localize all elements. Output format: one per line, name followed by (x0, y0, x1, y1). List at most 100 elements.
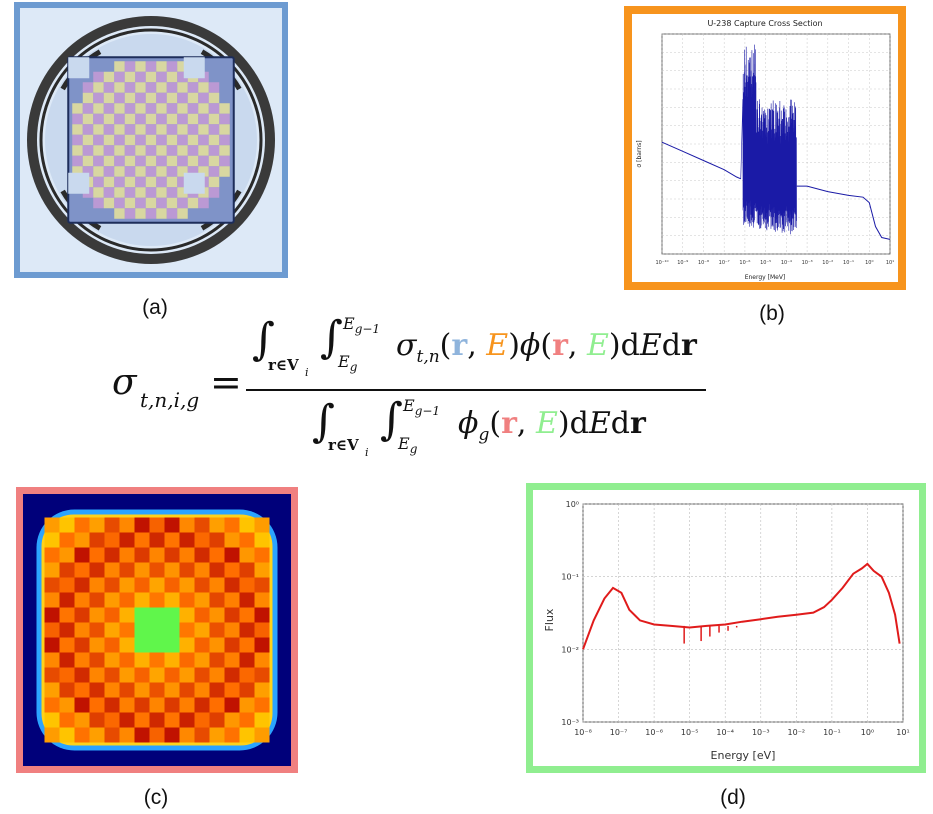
heatmap-cell (150, 638, 165, 653)
chart-b-xtick: 10⁻⁸ (698, 260, 709, 266)
heatmap-cell (135, 533, 150, 548)
fuel-assembly (83, 82, 94, 93)
fuel-assembly (156, 103, 167, 114)
chart-d-ytick: 10⁻¹ (561, 573, 579, 582)
fuel-assembly (188, 156, 199, 167)
fuel-assembly (125, 135, 136, 146)
fuel-assembly (104, 145, 115, 156)
fuel-assembly (209, 114, 220, 125)
heatmap-cell (195, 548, 210, 563)
heatmap-cell (225, 653, 240, 668)
heatmap-cell (240, 728, 255, 743)
heatmap-cell (240, 563, 255, 578)
fuel-assembly (156, 114, 167, 125)
heatmap-cell (120, 608, 135, 623)
fuel-assembly (146, 103, 157, 114)
fuel-assembly (135, 145, 146, 156)
heatmap-cell (60, 518, 75, 533)
heatmap-cell (165, 638, 180, 653)
fuel-assembly (135, 93, 146, 104)
chart-d-plot-area (583, 504, 903, 722)
fuel-assembly (167, 177, 178, 188)
heatmap-cell (210, 608, 225, 623)
heatmap-cell (165, 653, 180, 668)
fuel-assembly (198, 156, 209, 167)
heatmap-cell (75, 638, 90, 653)
heatmap-cell (225, 518, 240, 533)
heatmap-cell (135, 578, 150, 593)
fuel-assembly (135, 124, 146, 135)
baffle-corner (68, 57, 89, 78)
chart-d-xtick: 10⁰ (861, 728, 874, 737)
baffle-corner (68, 173, 89, 194)
heatmap-cell (210, 518, 225, 533)
heatmap-cell (120, 593, 135, 608)
chart-d-xlabel: Energy [eV] (711, 749, 776, 762)
fuel-assembly (167, 114, 178, 125)
fuel-assembly (156, 208, 167, 219)
chart-b-xtick: 10⁻⁵ (760, 260, 771, 266)
fuel-assembly (156, 135, 167, 146)
heatmap-cell (45, 668, 60, 683)
fuel-assembly (93, 156, 104, 167)
fuel-assembly (198, 82, 209, 93)
chart-b-xlabel: Energy [MeV] (745, 274, 786, 281)
heatmap-cell (120, 623, 135, 638)
heatmap-cell (195, 608, 210, 623)
heatmap-cell (135, 713, 150, 728)
fuel-assembly (83, 103, 94, 114)
fuel-assembly (104, 177, 115, 188)
fuel-assembly (104, 198, 115, 209)
fuel-assembly (114, 72, 125, 83)
heatmap-cell (75, 713, 90, 728)
fuel-assembly (83, 145, 94, 156)
chart-d-xtick: 10⁻² (788, 728, 806, 737)
heatmap-cell (255, 578, 270, 593)
fuel-assembly (72, 124, 83, 135)
fuel-assembly (146, 82, 157, 93)
heatmap-cell (150, 668, 165, 683)
denominator-domain-sub: i (365, 446, 369, 459)
heatmap-cell (225, 548, 240, 563)
fuel-assembly (125, 103, 136, 114)
heatmap-cell (45, 533, 60, 548)
heatmap-cell (105, 548, 120, 563)
heatmap-cell (210, 668, 225, 683)
heatmap-cell (195, 563, 210, 578)
heatmap-cell (180, 593, 195, 608)
fuel-assembly (135, 208, 146, 219)
chart-d-xtick: 10⁻⁷ (610, 728, 628, 737)
chart-d-ytick: 10⁰ (566, 500, 579, 509)
heatmap-cell (255, 638, 270, 653)
fuel-assembly (188, 145, 199, 156)
heatmap-cell (120, 713, 135, 728)
fuel-assembly (114, 187, 125, 198)
heatmap-cell (75, 563, 90, 578)
heatmap-cell (210, 653, 225, 668)
fuel-assembly (104, 114, 115, 125)
heatmap-cell (60, 593, 75, 608)
heatmap-cell (105, 578, 120, 593)
fuel-assembly (125, 93, 136, 104)
fuel-assembly (93, 93, 104, 104)
heatmap-cell (150, 518, 165, 533)
heatmap-cell (60, 653, 75, 668)
fuel-assembly (167, 145, 178, 156)
heatmap-cell (45, 713, 60, 728)
fuel-assembly (135, 72, 146, 83)
fuel-assembly (198, 145, 209, 156)
fuel-assembly (72, 156, 83, 167)
fuel-assembly (83, 93, 94, 104)
heatmap-cell (105, 698, 120, 713)
heatmap-cell (135, 653, 150, 668)
fuel-assembly (125, 166, 136, 177)
fuel-assembly (177, 198, 188, 209)
fuel-assembly (198, 198, 209, 209)
chart-b-xtick: 10⁻³ (802, 260, 813, 266)
heatmap-cell (150, 548, 165, 563)
heatmap-cell (210, 698, 225, 713)
fuel-assembly (146, 93, 157, 104)
fuel-assembly (167, 93, 178, 104)
fuel-assembly (219, 103, 230, 114)
heatmap-cell (60, 623, 75, 638)
